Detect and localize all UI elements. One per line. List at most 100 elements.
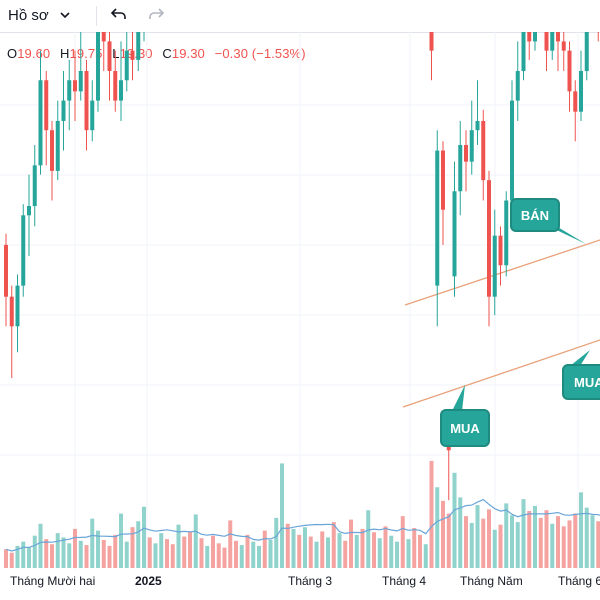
sell-label: BÁN	[520, 207, 550, 223]
volume-bar	[538, 517, 543, 568]
candle-body	[107, 41, 112, 71]
candle-body	[32, 165, 37, 207]
candle-body	[38, 80, 43, 166]
volume-bar	[314, 541, 319, 568]
volume-bar	[199, 538, 204, 568]
low-key: L	[112, 46, 120, 61]
volume-bar	[458, 497, 463, 568]
candle-body	[510, 100, 514, 201]
candle-body	[550, 32, 555, 51]
volume-bar	[556, 516, 560, 568]
volume-bar	[67, 543, 72, 568]
volume-bar	[15, 545, 20, 568]
volume-bar	[38, 523, 43, 568]
volume-bar	[216, 543, 221, 568]
buy-callout-2[interactable]: MUA	[562, 364, 600, 400]
x-axis-label: 2025	[135, 574, 162, 588]
volume-bar	[142, 506, 146, 568]
volume-bar	[297, 534, 302, 568]
volume-bar	[366, 510, 371, 568]
volume-bar	[211, 535, 215, 568]
volume-bar	[130, 527, 135, 568]
candle-body	[584, 32, 589, 71]
candle-body	[498, 235, 503, 266]
volume-bar	[446, 513, 451, 568]
volume-bar	[188, 532, 192, 568]
redo-button[interactable]	[144, 5, 168, 27]
candle-body	[515, 71, 520, 101]
volume-bar	[228, 520, 233, 568]
volume-bar	[504, 503, 509, 568]
undo-icon	[110, 6, 128, 27]
volume-bar	[412, 528, 417, 568]
volume-bar	[303, 527, 307, 568]
volume-bar	[360, 528, 365, 568]
volume-bar	[268, 539, 273, 568]
candle-body	[435, 150, 440, 286]
volume-bar	[147, 537, 152, 568]
volume-bar	[113, 534, 118, 568]
volume-bar	[285, 523, 290, 568]
volume-bar	[452, 472, 457, 568]
volume-bar	[136, 521, 141, 568]
undo-button[interactable]	[107, 5, 131, 27]
volume-bar	[464, 516, 468, 568]
volume-bar	[349, 519, 353, 568]
volume-bar	[205, 545, 210, 568]
volume-bar	[50, 544, 54, 568]
candle-body	[429, 32, 434, 51]
volume-bar	[550, 523, 555, 568]
volume-bar	[527, 511, 532, 568]
candle-body	[119, 80, 123, 101]
profile-dropdown[interactable]: Hồ sơ	[8, 4, 72, 26]
volume-bar	[251, 541, 256, 568]
volume-bar	[406, 539, 411, 568]
candle-body	[67, 80, 72, 101]
volume-ma-line	[5, 498, 600, 552]
volume-bar	[239, 545, 244, 568]
buy-callout-2-pointer	[570, 350, 590, 366]
candle-body	[15, 285, 20, 327]
candle-body	[487, 180, 491, 297]
volume-bar	[435, 487, 440, 568]
candle-body	[44, 80, 49, 131]
volume-bar	[165, 539, 169, 568]
top-toolbar: Hồ sơ	[0, 0, 600, 33]
volume-bar	[274, 517, 279, 568]
volume-bar	[326, 537, 330, 568]
volume-bar	[78, 540, 83, 568]
volume-bar	[354, 534, 359, 568]
candle-body	[84, 71, 89, 131]
volume-bar	[423, 544, 428, 568]
volume-bar	[343, 540, 348, 568]
buy-label-2: MUA	[574, 374, 600, 390]
volume-bar	[182, 536, 187, 568]
price-chart[interactable]: Tháng Mười hai 2025 Tháng 3 Tháng 4 Tháng Nă…	[0, 32, 600, 600]
volume-bar	[400, 516, 405, 568]
buy-callout-1[interactable]: MUA	[440, 409, 490, 447]
volume-bar	[96, 530, 100, 568]
candle-body	[124, 50, 129, 81]
volume-bar	[521, 499, 526, 568]
candle-body	[527, 32, 532, 42]
volume-bar	[567, 520, 572, 568]
volume-bar	[124, 541, 129, 568]
volume-bar	[331, 522, 336, 568]
volume-bar	[492, 529, 497, 568]
toolbar-divider	[96, 6, 97, 26]
candle-body	[452, 191, 457, 277]
volume-bar	[291, 528, 296, 568]
candle-body	[567, 50, 572, 92]
sell-callout[interactable]: BÁN	[510, 198, 560, 232]
volume-bar	[383, 526, 388, 568]
volume-bar	[257, 545, 261, 568]
volume-bar	[590, 515, 595, 568]
x-axis-label: Tháng Mười hai	[10, 574, 95, 588]
volume-bar	[544, 510, 549, 568]
candle-body	[101, 32, 106, 42]
volume-bar	[469, 522, 474, 568]
candle-body	[73, 80, 77, 92]
volume-bar	[27, 547, 31, 568]
candle-body	[78, 71, 83, 92]
volume-bar	[487, 509, 491, 568]
